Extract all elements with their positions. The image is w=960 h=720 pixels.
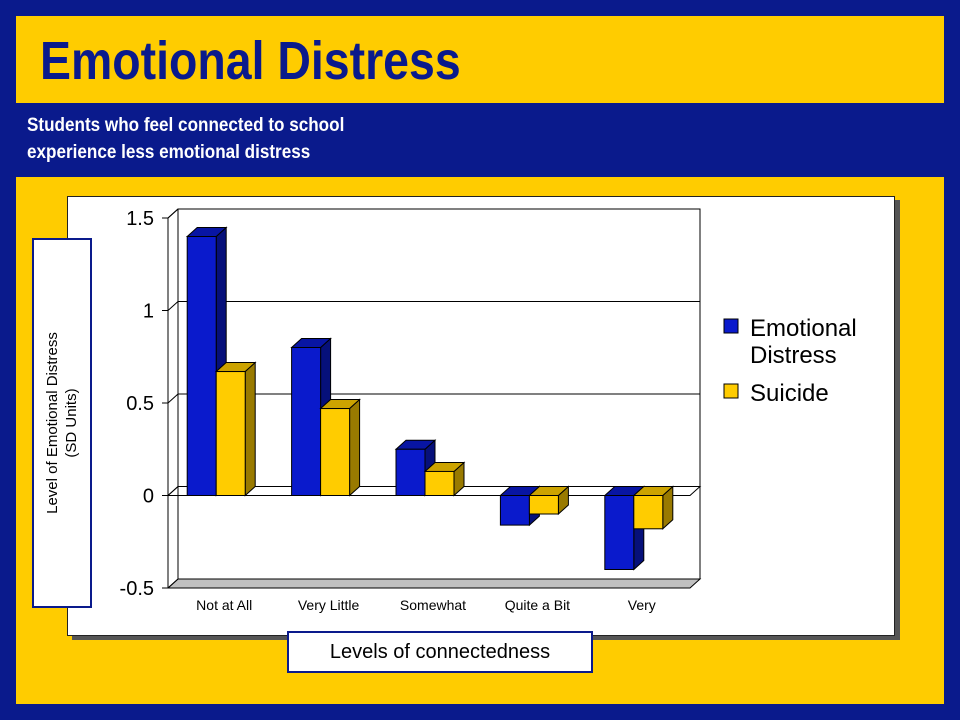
subtitle-line-2: experience less emotional distress	[27, 142, 311, 163]
legend-swatch	[723, 383, 739, 399]
slide-title: Emotional Distress	[40, 31, 461, 91]
y-axis-label-box	[32, 238, 92, 608]
legend-label: Distress	[750, 342, 837, 369]
y-tick-label: 1.5	[126, 208, 154, 230]
gridline-depth	[167, 301, 179, 311]
bar-emotional-distress	[291, 347, 322, 496]
bar-side	[349, 398, 361, 497]
bar-suicide	[528, 495, 559, 515]
y-axis-label: Level of Emotional Distress (SD Units)	[43, 243, 81, 603]
x-tick-label: Very	[628, 597, 656, 613]
y-tick-label: 1	[143, 301, 154, 323]
bar-emotional-distress	[499, 495, 530, 526]
legend-swatch	[723, 318, 739, 334]
bar-suicide	[215, 371, 246, 496]
gridline-depth	[167, 578, 179, 589]
bar-emotional-distress	[186, 236, 217, 496]
x-tick-label: Quite a Bit	[505, 597, 570, 613]
y-axis-label-line-1: Level of Emotional Distress	[44, 332, 61, 514]
slide-subtitle: Students who feel connected to school ex…	[27, 112, 344, 166]
bar-suicide	[424, 470, 455, 497]
bar-emotional-distress	[395, 448, 426, 496]
x-tick-label: Not at All	[196, 597, 252, 613]
x-axis-label: Levels of connectedness	[287, 631, 593, 673]
title-band	[16, 16, 944, 103]
x-tick-label: Somewhat	[400, 597, 466, 613]
gridline-depth	[167, 208, 179, 219]
y-axis-label-line-2: (SD Units)	[63, 388, 80, 458]
bar-emotional-distress	[604, 495, 635, 570]
x-tick-label: Very Little	[298, 597, 360, 613]
y-tick-label: 0.5	[126, 393, 154, 415]
legend-label: Emotional	[750, 315, 857, 342]
legend-label: Suicide	[750, 380, 829, 407]
gridline-depth	[167, 393, 179, 404]
bar-suicide	[320, 408, 351, 496]
bar-side	[244, 361, 256, 497]
plot-floor	[166, 578, 702, 589]
bar-suicide	[633, 495, 664, 530]
subtitle-line-1: Students who feel connected to school	[27, 115, 345, 136]
y-tick-label: -0.5	[120, 578, 154, 600]
y-tick-label: 0	[143, 486, 154, 508]
